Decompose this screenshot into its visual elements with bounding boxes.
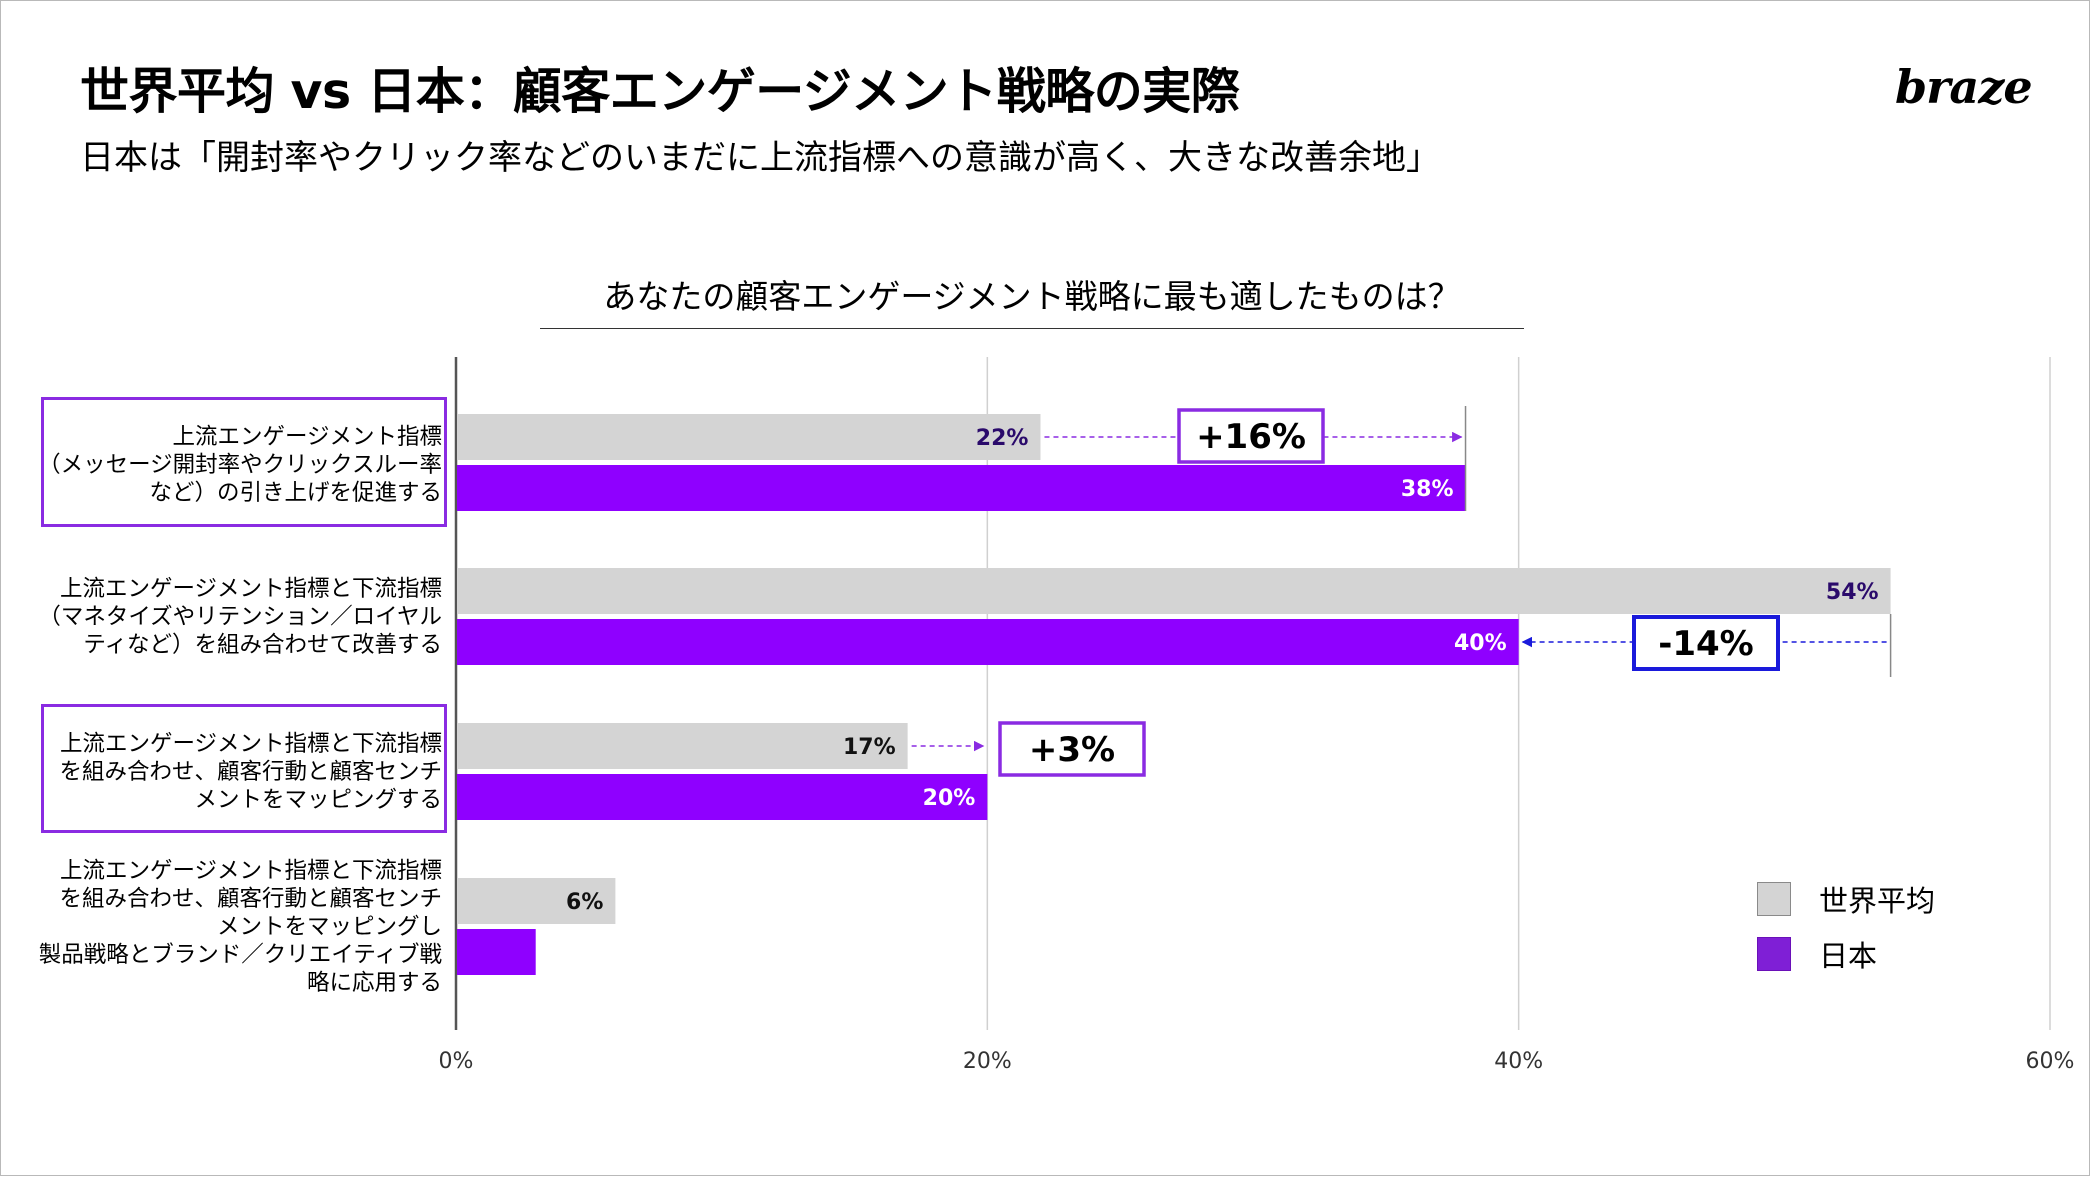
slide-subtitle: 日本は「開封率やクリック率などのいまだに上流指標への意識が高く、大きな改善余地」 bbox=[80, 138, 1440, 178]
x-tick-label: 40% bbox=[1494, 1049, 1543, 1074]
difference-label: -14% bbox=[1658, 624, 1754, 664]
category-label: 上流エンゲージメント指標と下流指標 （マネタイズやリテンション／ロイヤル ティな… bbox=[38, 576, 442, 658]
bar-value-label: 54% bbox=[1826, 580, 1879, 605]
bar-value-label: 17% bbox=[843, 735, 896, 760]
difference-label: +3% bbox=[1029, 730, 1115, 770]
bar-japan bbox=[457, 465, 1466, 511]
x-tick-label: 60% bbox=[2026, 1049, 2075, 1074]
legend-item-world: 世界平均 bbox=[1757, 881, 1936, 918]
bar-japan bbox=[457, 619, 1519, 665]
bar-value-label: 38% bbox=[1401, 477, 1454, 502]
difference-box bbox=[1632, 615, 1780, 671]
category-highlight-frame bbox=[41, 397, 447, 527]
difference-box bbox=[1177, 408, 1325, 464]
category-label: 上流エンゲージメント指標と下流指標 を組み合わせ、顧客行動と顧客センチ メントを… bbox=[38, 858, 442, 996]
legend-label-japan: 日本 bbox=[1819, 939, 1878, 973]
bar-value-label: 6% bbox=[566, 890, 603, 915]
bar-japan bbox=[457, 929, 536, 975]
bar-japan bbox=[457, 774, 988, 820]
difference-label: +16% bbox=[1196, 417, 1306, 457]
bar-world bbox=[457, 568, 1891, 614]
chart-title: あなたの顧客エンゲージメント戦略に最も適したものは？ bbox=[540, 270, 1524, 329]
bar-world bbox=[457, 723, 908, 769]
difference-box bbox=[998, 721, 1146, 777]
bar-value-label: 40% bbox=[1454, 631, 1507, 656]
legend-label-world: 世界平均 bbox=[1819, 884, 1936, 918]
bar-value-label: 22% bbox=[976, 426, 1029, 451]
bar-world bbox=[457, 414, 1041, 460]
category-label: 上流エンゲージメント指標 （メッセージ開封率やクリックスルー率 など）の引き上げ… bbox=[38, 424, 442, 506]
legend-item-japan: 日本 bbox=[1757, 936, 1878, 973]
slide-title: 世界平均 vs 日本：顧客エンゲージメント戦略の実際 bbox=[80, 63, 1240, 120]
legend-swatch-world bbox=[1757, 882, 1791, 916]
braze-logo: braze bbox=[1895, 60, 2033, 114]
x-tick-label: 0% bbox=[439, 1049, 474, 1074]
bar-value-label: 20% bbox=[923, 786, 976, 811]
bar-world bbox=[457, 878, 616, 924]
category-label: 上流エンゲージメント指標と下流指標 を組み合わせ、顧客行動と顧客センチ メントを… bbox=[59, 731, 442, 813]
x-tick-label: 20% bbox=[963, 1049, 1012, 1074]
category-highlight-frame bbox=[41, 704, 447, 833]
legend-swatch-japan bbox=[1757, 937, 1791, 971]
